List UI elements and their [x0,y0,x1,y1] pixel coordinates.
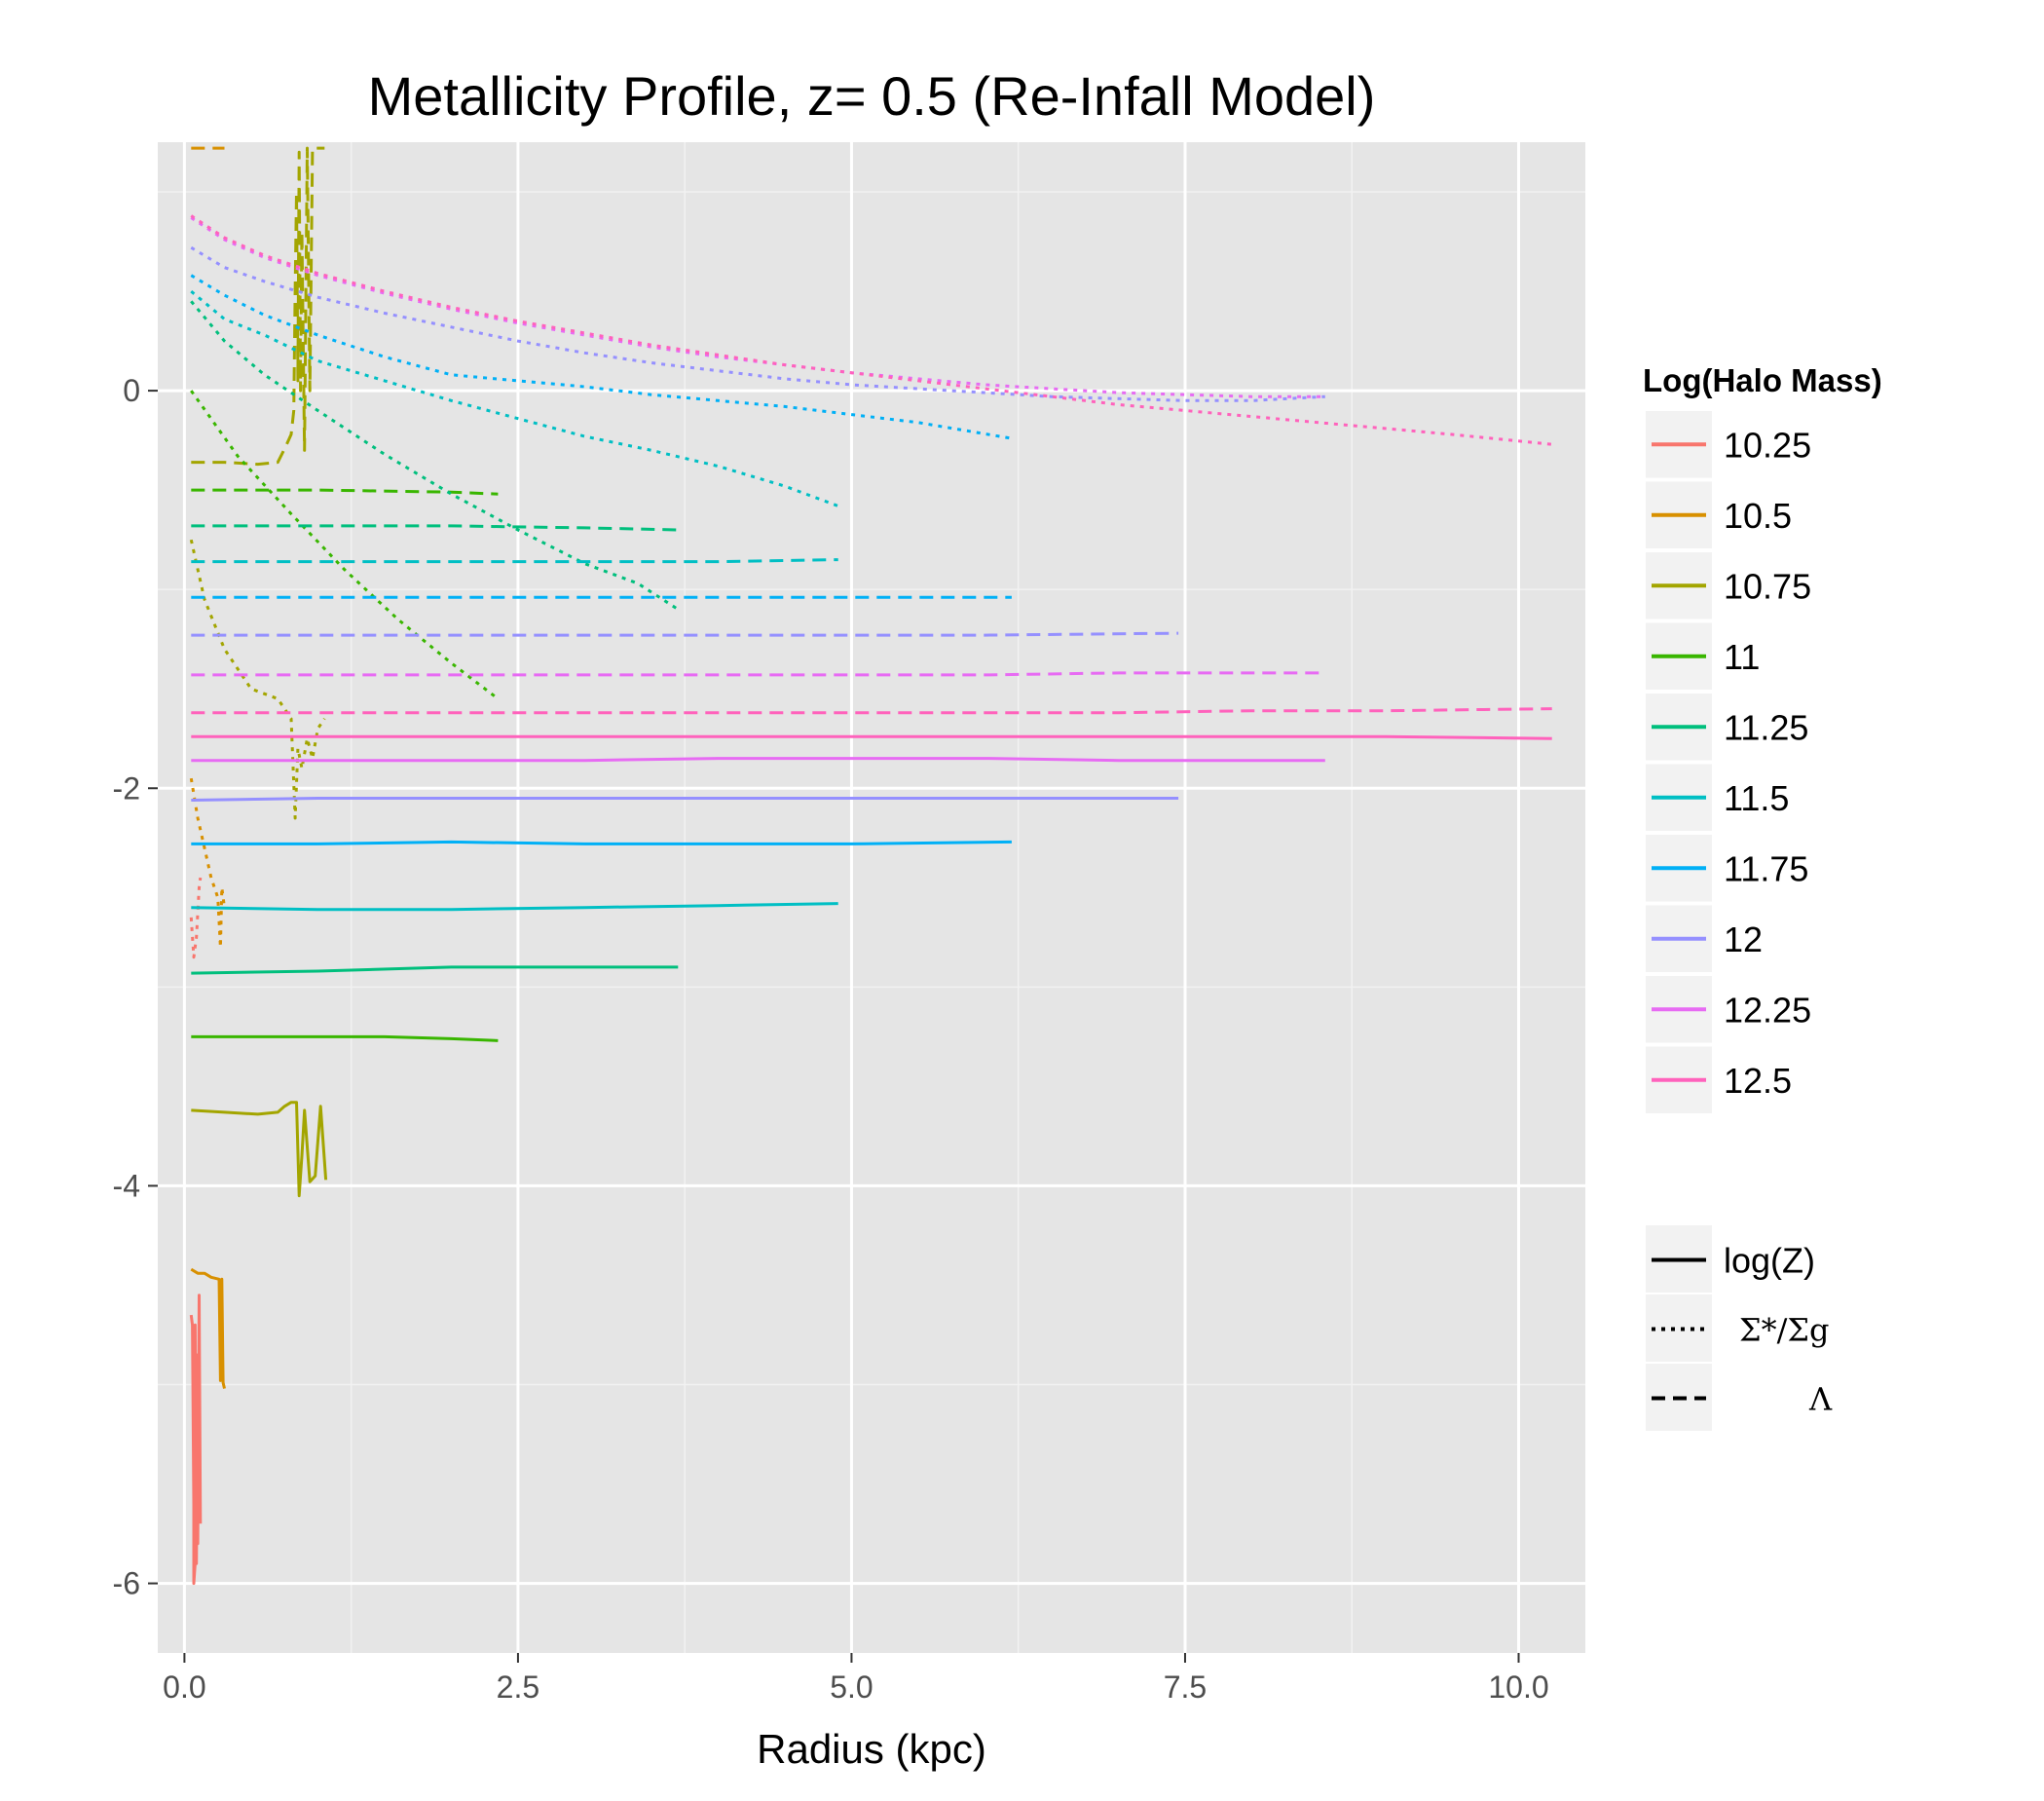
x-tick-label: 7.5 [1164,1670,1207,1705]
series-line-12-solid [191,797,1179,802]
x-tick-label: 5.0 [830,1670,873,1705]
series-line-11_25-solid [191,965,679,975]
series-line-12_25-dashed [191,671,1325,677]
legend-label: 10.25 [1724,425,1811,465]
legend-linetype-label: log(Z) [1724,1241,1815,1281]
series-line-11_75-dotted [190,274,1013,440]
legend-linetype-label: Σ*/Σg [1739,1312,1830,1349]
y-tick-label: -2 [113,770,140,806]
legend-label: 10.75 [1724,566,1811,606]
series-line-11_5-solid [191,902,838,912]
series-line-12_25-solid [191,757,1325,763]
legend-label: 10.5 [1724,496,1792,536]
series-line-10_25-dotted [189,877,203,959]
series-line-12_5-solid [191,734,1552,740]
x-axis: 0.0 2.5 5.0 7.5 10.0 [163,1653,1549,1705]
y-tick-label: 0 [123,373,140,408]
y-tick-label: -6 [113,1566,140,1601]
series-line-12_5-dashed [191,707,1552,715]
series-line-12-dotted [190,245,1325,402]
series-line-11_5-dotted [190,289,839,507]
series-line-11_5-dashed [191,558,838,564]
series-line-12-dashed [191,631,1179,637]
series-line-11-dashed [191,488,499,496]
series-line-11-solid [191,1034,499,1042]
series-line-12_25-dotted [190,216,1325,398]
chart-title: Metallicity Profile, z= 0.5 (Re-Infall M… [368,65,1376,127]
series-line-11-dotted [190,390,500,700]
series-line-10_5-solid [190,1267,226,1389]
legend-label: 11.5 [1724,778,1789,818]
plot-panel [158,142,1585,1653]
grid-major [158,142,1585,1653]
legend-label: 11.75 [1724,848,1808,888]
legend-title: Log(Halo Mass) [1643,362,1882,398]
series-line-10_75-solid [191,1101,328,1198]
x-tick-label: 0.0 [163,1670,205,1705]
y-axis: -6 -4 -2 0 [113,373,158,1601]
x-tick-label: 10.0 [1488,1670,1548,1705]
series-line-10_75-dotted [189,539,326,820]
legend: Log(Halo Mass) 10.25 10.5 10.75 11 11.25 11.5… [1643,362,1882,1431]
color-legend: 10.25 10.5 10.75 11 11.25 11.5 11.75 12 12.25 12.… [1646,411,1811,1113]
series-layer [189,146,1552,1586]
y-tick-label: -4 [113,1168,140,1203]
series-line-10_25-solid [189,1294,203,1586]
linetype-legend: log(Z) Σ*/Σg Λ [1646,1225,1833,1431]
legend-label: 12.5 [1724,1061,1792,1101]
legend-label: 12.25 [1724,990,1811,1030]
series-line-11_25-dotted [190,300,680,611]
series-line-11_25-dashed [191,524,679,532]
legend-label: 11.25 [1724,707,1808,747]
legend-linetype-label: Λ [1808,1381,1833,1418]
series-line-10_75-dashed [191,146,325,467]
x-axis-title: Radius (kpc) [757,1726,986,1772]
series-line-11_75-solid [191,840,1012,845]
legend-label: 11 [1724,637,1760,677]
grid-minor [158,142,1585,1653]
x-tick-label: 2.5 [497,1670,539,1705]
legend-label: 12 [1724,919,1763,959]
